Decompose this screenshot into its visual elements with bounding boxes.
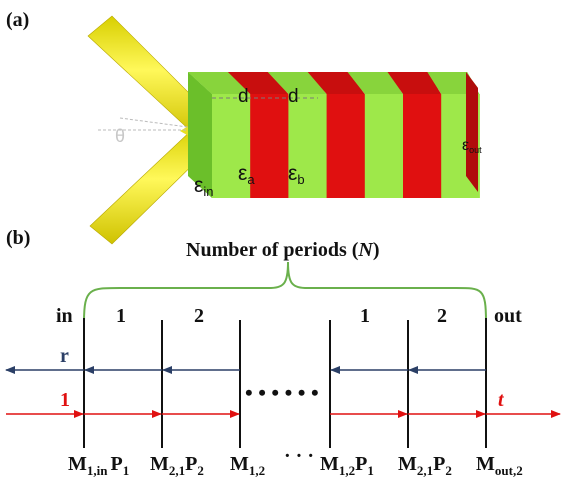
incident-label: 1 xyxy=(60,389,70,411)
layer-a-top xyxy=(267,72,327,94)
layer-b-top xyxy=(227,72,289,94)
matrix-p2b-sub: 2 xyxy=(445,463,452,478)
layer-a-front xyxy=(364,94,404,198)
matrix-m1in-sub: 1,in xyxy=(87,463,108,478)
epsilon-a-base: ε xyxy=(238,162,247,185)
matrix-p1b-sub: 1 xyxy=(367,463,374,478)
layer-label-2: 2 xyxy=(194,305,204,327)
periods-title-prefix: Number of periods ( xyxy=(186,239,359,261)
matrix-mout-sub: out,2 xyxy=(495,463,523,478)
ellipsis-dots: • • • • • • xyxy=(245,380,319,405)
matrix-sequence: M2,1P2 xyxy=(150,453,204,478)
matrix-m12b-sub: 1,2 xyxy=(339,463,355,478)
matrix-p2b: P xyxy=(433,453,445,475)
theta-symbol: θ xyxy=(115,126,125,146)
matrix-m21-sub: 2,1 xyxy=(169,463,185,478)
layer-label-3: 1 xyxy=(360,305,370,327)
layer-b-front xyxy=(326,94,366,198)
epsilon-out-sub: out xyxy=(469,145,482,155)
layer-a-top xyxy=(347,72,403,94)
matrix-m12-sub: 1,2 xyxy=(249,463,265,478)
panel-b: (b) Number of periods (N) in out 1 2 1 2… xyxy=(5,227,561,478)
matrix-m12b: M xyxy=(320,453,339,475)
layer-b-top xyxy=(307,72,365,94)
matrix-m1in: M xyxy=(68,453,87,475)
matrix-sequence: M2,1P2 xyxy=(398,453,452,478)
matrix-sequence: M1,2 xyxy=(230,453,265,478)
periods-title-var: N xyxy=(357,239,374,261)
epsilon-b-base: ε xyxy=(288,162,297,185)
periods-title: Number of periods (N) xyxy=(186,239,380,261)
matrix-sequence: M1,2P1 xyxy=(320,453,374,478)
periods-brace xyxy=(83,261,487,323)
layer-label-4: 2 xyxy=(437,305,447,327)
matrix-m21b: M xyxy=(398,453,417,475)
layer-b-top xyxy=(387,72,442,94)
slab-top-stripes xyxy=(188,72,480,94)
panel-b-label: (b) xyxy=(6,227,30,249)
epsilon-b-sub: b xyxy=(297,172,304,187)
layer-a-top xyxy=(188,72,251,94)
slab-front-face xyxy=(212,94,480,198)
layer-b-front xyxy=(250,94,289,198)
matrix-p2: P xyxy=(185,453,197,475)
matrix-sequence: Mout,2 xyxy=(476,453,523,478)
panel-a-label: (a) xyxy=(6,9,29,31)
panel-a: (a) θ d d εin εa εb εout xyxy=(6,9,482,245)
in-label: in xyxy=(56,305,73,327)
matrix-mout: M xyxy=(476,453,495,475)
matrix-p2-sub: 2 xyxy=(197,463,204,478)
periods-title-suffix: ) xyxy=(373,239,380,261)
epsilon-b-label: εb xyxy=(288,162,305,187)
slab-side-face xyxy=(188,72,212,198)
layer-a-front xyxy=(212,94,251,198)
layer-a-front xyxy=(288,94,328,198)
transmission-label: t xyxy=(498,389,505,411)
matrix-p1-sub: 1 xyxy=(123,463,130,478)
out-label: out xyxy=(494,305,522,327)
slab-end-face xyxy=(466,72,478,192)
epsilon-out-label: εout xyxy=(462,137,482,155)
matrix-dots: · · · xyxy=(284,445,314,467)
matrix-m21b-sub: 2,1 xyxy=(417,463,433,478)
epsilon-a-sub: a xyxy=(247,172,255,187)
matrix-p1: P xyxy=(110,453,122,475)
epsilon-in-sub: in xyxy=(203,184,213,199)
reflection-label: r xyxy=(60,345,69,367)
matrix-m12: M xyxy=(230,453,249,475)
epsilon-in-label: εin xyxy=(194,174,214,199)
epsilon-a-label: εa xyxy=(238,162,255,187)
layer-b-front xyxy=(403,94,442,198)
matrix-sequence: M1,in P1 xyxy=(68,453,129,478)
matrix-m21: M xyxy=(150,453,169,475)
epsilon-in-base: ε xyxy=(194,174,203,197)
thickness-a-label: d xyxy=(238,86,249,107)
layer-label-1: 1 xyxy=(116,305,126,327)
thickness-b-label: d xyxy=(288,86,299,107)
matrix-p1b: P xyxy=(355,453,367,475)
epsilon-out-base: ε xyxy=(462,137,469,154)
